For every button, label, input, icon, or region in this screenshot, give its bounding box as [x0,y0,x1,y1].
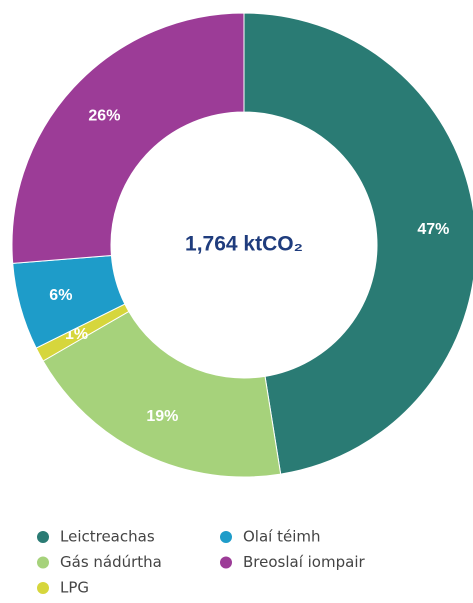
legend-label: Leictreachas [60,528,155,546]
legend-label: Gás nádúrtha [60,553,162,571]
value-label: 47% [417,221,449,238]
legend-marker [220,531,232,543]
slice [42,310,282,478]
slice [11,12,245,264]
legend-marker [37,582,49,594]
legend-marker [37,556,49,569]
value-label: 6% [49,287,72,304]
value-label: 19% [146,408,178,425]
center-label: 1,764 ktCO₂ [185,233,303,256]
legend-label: Breoslaí iompair [243,553,365,571]
slice [243,12,473,475]
legend-marker [37,531,49,543]
legend-marker [220,556,232,569]
legend-label: LPG [60,579,89,597]
legend-label: Olaí téimh [243,528,321,546]
value-label: 26% [88,107,120,124]
